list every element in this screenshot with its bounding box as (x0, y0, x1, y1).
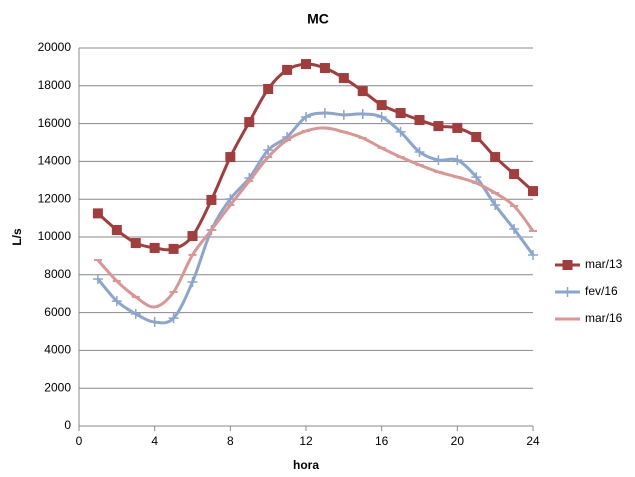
y-axis-label: L/s (10, 228, 24, 246)
marker (149, 242, 160, 253)
marker (395, 126, 406, 137)
y-tick-label: 12000 (38, 191, 72, 205)
marker (338, 73, 349, 84)
marker (414, 115, 425, 126)
marker (149, 317, 160, 328)
marker (509, 169, 520, 180)
marker (490, 152, 501, 163)
y-tick-label: 4000 (44, 343, 71, 357)
x-tick-label: 0 (76, 434, 83, 448)
marker (357, 108, 368, 119)
marker (225, 152, 236, 163)
marker (301, 59, 311, 70)
y-tick-label: 8000 (44, 267, 71, 281)
marker (395, 108, 406, 119)
marker (490, 200, 501, 211)
series-line (96, 126, 535, 309)
marker (562, 260, 573, 270)
y-tick-label: 18000 (38, 78, 72, 92)
marker (376, 100, 387, 111)
y-tick-label: 2000 (44, 380, 71, 394)
x-tick-label: 16 (375, 434, 389, 448)
series-line (96, 111, 535, 325)
marker (130, 308, 141, 319)
marker (376, 111, 387, 122)
marker (301, 111, 311, 122)
marker (338, 109, 349, 120)
marker (263, 84, 274, 95)
marker (168, 243, 179, 254)
marker (471, 172, 482, 183)
marker (282, 64, 293, 75)
marker (452, 155, 463, 166)
marker (433, 155, 444, 166)
marker (111, 225, 122, 236)
marker (130, 238, 141, 249)
x-tick-label: 20 (451, 434, 465, 448)
marker (263, 145, 274, 156)
marker (92, 273, 103, 284)
marker (528, 186, 538, 197)
chart-title: MC (307, 11, 329, 27)
x-tick-label: 8 (227, 434, 234, 448)
x-axis-label: hora (293, 458, 319, 472)
x-tick-label: 24 (526, 434, 540, 448)
marker (452, 122, 463, 133)
y-tick-label: 16000 (38, 116, 72, 130)
legend-label: mar/13 (585, 257, 623, 271)
marker (319, 108, 330, 119)
y-tick-label: 10000 (38, 229, 72, 243)
series-line (96, 62, 535, 252)
marker (433, 121, 444, 132)
x-tick-label: 12 (299, 434, 313, 448)
marker (562, 287, 573, 297)
x-tick-label: 4 (151, 434, 158, 448)
marker (509, 224, 520, 235)
y-tick-label: 0 (64, 418, 71, 432)
y-tick-label: 14000 (38, 154, 72, 168)
y-tick-label: 20000 (38, 40, 72, 54)
marker (471, 132, 482, 143)
marker (206, 194, 217, 205)
marker (319, 63, 330, 74)
marker (111, 296, 122, 307)
legend-label: fev/16 (585, 284, 618, 298)
marker (168, 313, 179, 324)
legend-label: mar/16 (585, 311, 623, 325)
marker (244, 117, 255, 128)
marker (357, 86, 368, 97)
marker (187, 231, 198, 242)
marker (92, 208, 103, 219)
marker (528, 249, 538, 260)
marker (187, 276, 198, 287)
marker (414, 146, 425, 157)
y-tick-label: 6000 (44, 305, 71, 319)
